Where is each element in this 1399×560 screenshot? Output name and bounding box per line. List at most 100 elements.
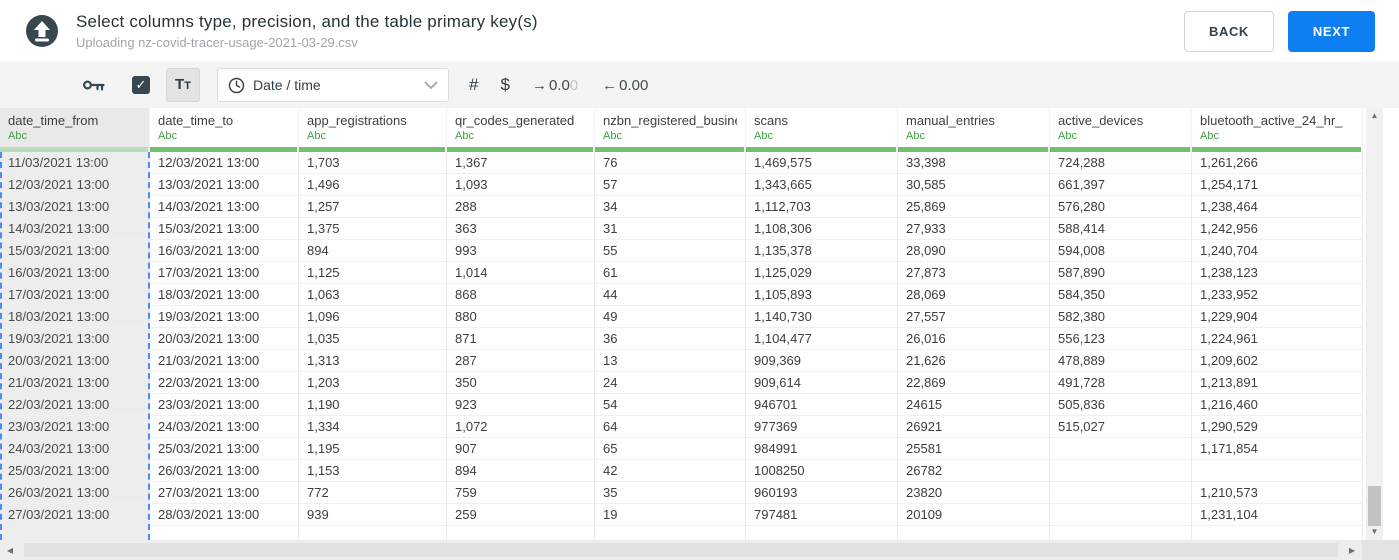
table-cell[interactable]: 288 [447, 196, 595, 218]
table-cell[interactable]: 26/03/2021 13:00 [150, 460, 299, 482]
table-cell[interactable]: 31 [595, 218, 746, 240]
column-header-manual_entries[interactable]: manual_entries Abc [898, 108, 1050, 152]
table-cell[interactable]: 977369 [746, 416, 898, 438]
table-cell[interactable]: 1,093 [447, 174, 595, 196]
table-cell[interactable]: 1,313 [299, 350, 447, 372]
scroll-right-arrow[interactable]: ▶ [1348, 545, 1356, 555]
table-cell[interactable]: 556,123 [1050, 328, 1192, 350]
table-cell[interactable]: 20109 [898, 504, 1050, 526]
table-cell[interactable]: 34 [595, 196, 746, 218]
scroll-left-arrow[interactable]: ◀ [6, 545, 14, 555]
table-cell[interactable] [1050, 526, 1192, 540]
table-cell[interactable]: 1,240,704 [1192, 240, 1363, 262]
table-cell[interactable]: 26782 [898, 460, 1050, 482]
add-decimal-button[interactable]: → 0.00 [531, 76, 579, 94]
table-cell[interactable] [1050, 504, 1192, 526]
table-cell[interactable]: 582,380 [1050, 306, 1192, 328]
table-cell[interactable]: 18/03/2021 13:00 [150, 284, 299, 306]
table-cell[interactable]: 661,397 [1050, 174, 1192, 196]
table-cell[interactable]: 1,190 [299, 394, 447, 416]
table-cell[interactable] [1050, 460, 1192, 482]
table-cell[interactable]: 1,233,952 [1192, 284, 1363, 306]
table-cell[interactable]: 960193 [746, 482, 898, 504]
table-cell[interactable]: 24615 [898, 394, 1050, 416]
table-cell[interactable]: 894 [447, 460, 595, 482]
table-cell[interactable]: 1,035 [299, 328, 447, 350]
table-cell[interactable]: 54 [595, 394, 746, 416]
scroll-up-arrow[interactable]: ▲ [1370, 111, 1379, 120]
table-cell[interactable]: 27,557 [898, 306, 1050, 328]
table-cell[interactable]: 1,290,529 [1192, 416, 1363, 438]
table-cell[interactable]: 28,090 [898, 240, 1050, 262]
table-cell[interactable]: 49 [595, 306, 746, 328]
table-cell[interactable]: 587,890 [1050, 262, 1192, 284]
horizontal-scrollbar[interactable]: ◀ ▶ [0, 540, 1399, 560]
table-cell[interactable]: 23/03/2021 13:00 [150, 394, 299, 416]
table-cell[interactable] [746, 526, 898, 540]
table-cell[interactable]: 1,238,464 [1192, 196, 1363, 218]
table-cell[interactable]: 16/03/2021 13:00 [0, 262, 150, 284]
table-cell[interactable]: 909,369 [746, 350, 898, 372]
table-cell[interactable]: 1,254,171 [1192, 174, 1363, 196]
table-cell[interactable]: 894 [299, 240, 447, 262]
column-header-date_time_to[interactable]: date_time_to Abc [150, 108, 299, 152]
table-cell[interactable]: 18/03/2021 13:00 [0, 306, 150, 328]
table-cell[interactable] [1050, 482, 1192, 504]
table-cell[interactable]: 36 [595, 328, 746, 350]
table-cell[interactable]: 1,105,893 [746, 284, 898, 306]
table-cell[interactable]: 26921 [898, 416, 1050, 438]
table-cell[interactable]: 1,112,703 [746, 196, 898, 218]
table-cell[interactable]: 1,334 [299, 416, 447, 438]
column-header-app_registrations[interactable]: app_registrations Abc [299, 108, 447, 152]
table-cell[interactable]: 28,069 [898, 284, 1050, 306]
table-cell[interactable]: 1,063 [299, 284, 447, 306]
table-cell[interactable]: 65 [595, 438, 746, 460]
table-cell[interactable]: 1,203 [299, 372, 447, 394]
table-cell[interactable]: 33,398 [898, 152, 1050, 174]
table-cell[interactable]: 21,626 [898, 350, 1050, 372]
table-cell[interactable]: 724,288 [1050, 152, 1192, 174]
table-cell[interactable]: 12/03/2021 13:00 [0, 174, 150, 196]
remove-decimal-button[interactable]: ← 0.00 [602, 76, 649, 94]
table-cell[interactable]: 11/03/2021 13:00 [0, 152, 150, 174]
table-cell[interactable]: 1,238,123 [1192, 262, 1363, 284]
table-cell[interactable]: 20/03/2021 13:00 [0, 350, 150, 372]
table-cell[interactable] [1192, 460, 1363, 482]
table-cell[interactable] [898, 526, 1050, 540]
vertical-scrollbar[interactable]: ▲ ▼ [1366, 108, 1383, 540]
table-cell[interactable]: 1,242,956 [1192, 218, 1363, 240]
table-cell[interactable]: 35 [595, 482, 746, 504]
table-cell[interactable]: 21/03/2021 13:00 [150, 350, 299, 372]
table-cell[interactable]: 13/03/2021 13:00 [150, 174, 299, 196]
table-cell[interactable]: 55 [595, 240, 746, 262]
column-header-active_devices[interactable]: active_devices Abc [1050, 108, 1192, 152]
table-cell[interactable]: 1,703 [299, 152, 447, 174]
table-cell[interactable]: 909,614 [746, 372, 898, 394]
table-cell[interactable]: 1,210,573 [1192, 482, 1363, 504]
table-cell[interactable]: 576,280 [1050, 196, 1192, 218]
scroll-down-arrow[interactable]: ▼ [1370, 527, 1379, 536]
table-cell[interactable] [0, 526, 150, 540]
table-cell[interactable]: 946701 [746, 394, 898, 416]
table-cell[interactable]: 42 [595, 460, 746, 482]
table-cell[interactable]: 22,869 [898, 372, 1050, 394]
table-cell[interactable]: 26/03/2021 13:00 [0, 482, 150, 504]
table-cell[interactable]: 22/03/2021 13:00 [0, 394, 150, 416]
table-cell[interactable]: 24/03/2021 13:00 [150, 416, 299, 438]
next-button[interactable]: NEXT [1287, 10, 1375, 52]
column-enabled-checkbox[interactable]: ✓ [132, 76, 150, 94]
table-cell[interactable]: 772 [299, 482, 447, 504]
currency-type-button[interactable]: $ [500, 75, 510, 94]
table-cell[interactable]: 1,343,665 [746, 174, 898, 196]
table-cell[interactable]: 350 [447, 372, 595, 394]
table-cell[interactable]: 588,414 [1050, 218, 1192, 240]
table-cell[interactable]: 505,836 [1050, 394, 1192, 416]
table-cell[interactable]: 259 [447, 504, 595, 526]
table-cell[interactable]: 24/03/2021 13:00 [0, 438, 150, 460]
table-cell[interactable]: 1,229,904 [1192, 306, 1363, 328]
table-cell[interactable]: 61 [595, 262, 746, 284]
primary-key-icon[interactable] [82, 77, 106, 93]
table-cell[interactable]: 1,367 [447, 152, 595, 174]
table-cell[interactable]: 907 [447, 438, 595, 460]
table-cell[interactable]: 1,108,306 [746, 218, 898, 240]
